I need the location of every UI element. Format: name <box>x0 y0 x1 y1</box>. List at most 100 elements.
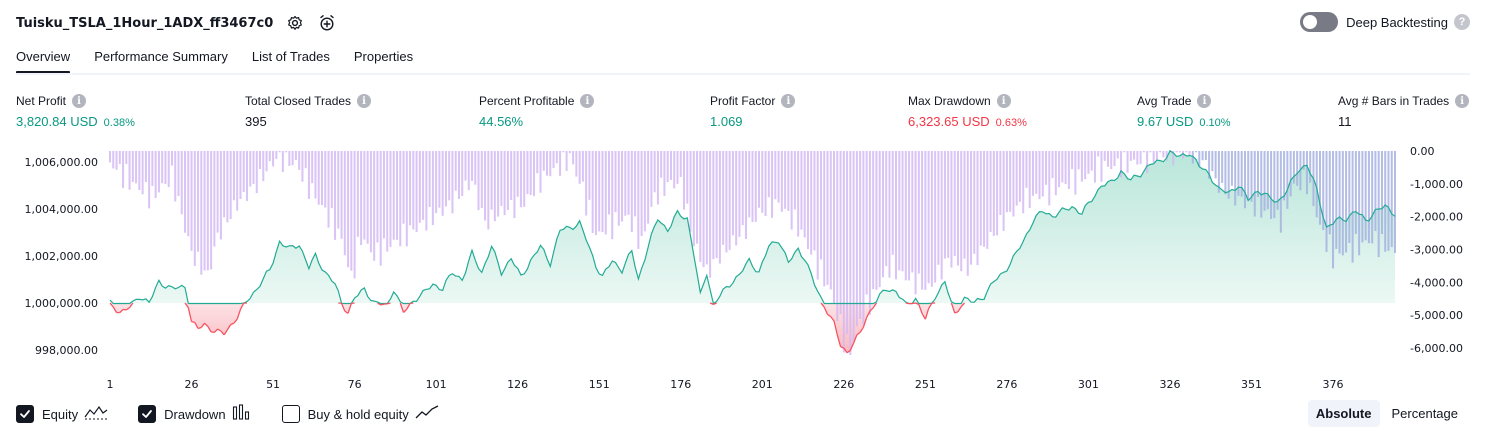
buy-hold-checkbox[interactable] <box>281 405 300 423</box>
drawdown-bar <box>559 151 562 176</box>
drawdown-bar <box>898 151 901 271</box>
drawdown-bar <box>317 151 320 205</box>
drawdown-bar <box>340 151 343 239</box>
drawdown-bar <box>229 151 232 220</box>
drawdown-bar <box>245 151 248 201</box>
drawdown-bar <box>546 151 549 176</box>
absolute-button[interactable]: Absolute <box>1307 400 1380 427</box>
metric-label: Avg Trade <box>1137 94 1192 108</box>
drawdown-bar <box>568 151 571 154</box>
drawdown-bar <box>598 151 601 232</box>
drawdown-bar <box>1257 151 1260 198</box>
drawdown-bar <box>816 151 819 280</box>
info-icon[interactable]: i <box>357 94 372 108</box>
drawdown-bar <box>1077 151 1080 170</box>
drawdown-bar <box>780 151 783 212</box>
drawdown-bar <box>118 151 121 165</box>
drawdown-bar <box>510 151 513 200</box>
drawdown-bar <box>1155 151 1158 160</box>
info-icon[interactable]: i <box>1455 94 1470 108</box>
drawdown-bar <box>1051 151 1054 179</box>
drawdown-bar <box>532 151 535 197</box>
drawdown-bar <box>301 151 304 182</box>
drawdown-bar <box>425 151 428 231</box>
drawdown-bar <box>402 151 405 224</box>
drawdown-bar <box>604 151 607 235</box>
equity-line-negative-segment <box>187 307 193 322</box>
drawdown-bar <box>1159 151 1162 153</box>
y-axis-right-tick-label: -6,000.00 <box>1410 342 1463 355</box>
equity-line-negative-segment <box>957 306 962 313</box>
info-icon[interactable]: i <box>996 94 1011 108</box>
drawdown-bar <box>128 151 131 190</box>
help-icon[interactable]: ? <box>1454 14 1470 30</box>
deep-backtesting-toggle[interactable] <box>1300 12 1339 32</box>
equity-chart[interactable]: 1,006,000.00 1,004,000.00 1,002,000.00 1,00… <box>0 140 1486 398</box>
info-icon[interactable]: i <box>781 94 796 108</box>
drawdown-bar <box>409 151 412 226</box>
drawdown-bar <box>813 151 816 251</box>
tab-overview[interactable]: Overview <box>16 46 71 74</box>
drawdown-bar <box>252 151 255 184</box>
drawdown-bar <box>842 151 845 353</box>
drawdown-bar <box>601 151 604 233</box>
drawdown-bar <box>226 151 229 223</box>
drawdown-bar <box>164 151 167 185</box>
alarm-add-icon[interactable] <box>317 13 337 33</box>
drawdown-bar <box>1097 151 1100 157</box>
equity-chart-svg[interactable]: 1,006,000.00 1,004,000.00 1,002,000.00 1,00… <box>0 140 1486 398</box>
drawdown-bar <box>539 151 542 193</box>
drawdown-bar <box>904 151 907 281</box>
drawdown-bar <box>803 151 806 238</box>
metric-value: 1.069 <box>710 114 743 129</box>
drawdown-bar <box>787 151 790 211</box>
drawdown-bar <box>986 151 989 249</box>
drawdown-bar <box>1136 151 1139 165</box>
equity-checkbox[interactable] <box>16 405 34 423</box>
drawdown-bar <box>581 151 584 182</box>
drawdown-bar <box>1031 151 1034 196</box>
equity-line-negative-segment <box>928 302 933 309</box>
drawdown-checkbox[interactable] <box>138 405 157 423</box>
drawdown-bar <box>1351 151 1354 263</box>
drawdown-bar <box>444 151 447 207</box>
equity-line-negative-segment <box>830 316 835 322</box>
x-axis-tick-label: 376 <box>1323 378 1344 391</box>
drawdown-bar <box>881 151 884 278</box>
legend-equity[interactable]: Equity <box>16 404 108 425</box>
gear-icon[interactable] <box>285 13 305 33</box>
drawdown-bar <box>839 151 842 315</box>
drawdown-bar <box>268 151 271 162</box>
drawdown-bar <box>921 151 924 290</box>
equity-line-negative-segment <box>924 308 930 320</box>
info-icon[interactable]: i <box>72 94 87 108</box>
percentage-button[interactable]: Percentage <box>1391 406 1459 421</box>
legend-buy-hold-equity[interactable]: Buy & hold equity <box>281 404 439 425</box>
drawdown-bar <box>474 151 477 185</box>
drawdown-bar <box>376 151 379 243</box>
info-icon[interactable]: i <box>1197 94 1212 108</box>
drawdown-bar <box>888 151 891 278</box>
drawdown-bar <box>1335 151 1338 249</box>
drawdown-bar <box>392 151 395 240</box>
tab-properties[interactable]: Properties <box>353 49 414 64</box>
drawdown-bar <box>1058 151 1061 188</box>
drawdown-bar <box>1162 151 1165 158</box>
drawdown-bar <box>1188 151 1191 156</box>
equity-line-negative-segment <box>125 307 130 311</box>
drawdown-bar <box>144 151 147 183</box>
drawdown-bar <box>836 151 839 322</box>
equity-line-negative-segment <box>856 331 861 336</box>
drawdown-bar <box>275 151 278 159</box>
legend-drawdown[interactable]: Drawdown <box>138 403 251 425</box>
drawdown-bar <box>643 151 646 232</box>
drawdown-bar <box>1263 151 1266 211</box>
tab-performance-summary[interactable]: Performance Summary <box>94 49 228 64</box>
chart-legend: Equity Drawdown Buy & hold equity <box>16 402 469 426</box>
drawdown-bar <box>1283 151 1286 201</box>
info-icon[interactable]: i <box>580 94 595 108</box>
drawdown-bar <box>480 151 483 209</box>
tab-list-of-trades[interactable]: List of Trades <box>251 49 330 64</box>
drawdown-bar <box>943 151 946 259</box>
y-axis-left-tick-label: 1,004,000.00 <box>25 203 98 216</box>
